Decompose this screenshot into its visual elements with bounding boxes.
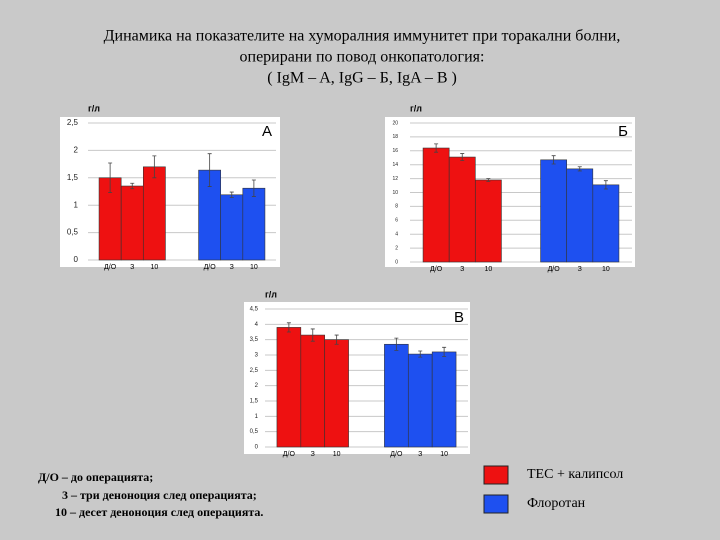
error-bar: [394, 337, 399, 351]
error-bar: [460, 153, 465, 161]
title-line: оперирани по повод онкопатология:: [240, 49, 485, 66]
x-tick-label: 10: [333, 451, 341, 458]
x-tick-label: Д/О: [390, 451, 403, 458]
title-line: Динамика на показателите на хуморалния и…: [104, 28, 621, 45]
error-bar: [434, 143, 439, 153]
error-bar: [251, 179, 256, 197]
y-tick-label: 0,5: [250, 429, 259, 435]
x-tick-label: З: [311, 451, 315, 458]
x-tick-label: Д/О: [204, 264, 217, 271]
note: 10 – десет деноноция след операцията.: [55, 505, 263, 519]
error-bar: [334, 334, 339, 345]
bar: [276, 327, 302, 448]
bar: [422, 147, 450, 263]
x-tick-label: 10: [602, 266, 610, 273]
error-bar: [286, 322, 291, 333]
y-tick-label: 4,5: [250, 307, 259, 313]
panel-letter: В: [454, 309, 464, 326]
y-tick-label: 8: [395, 204, 398, 210]
error-bar: [229, 191, 234, 198]
y-tick-label: 0: [255, 445, 259, 451]
y-tick-label: 1: [74, 200, 79, 209]
y-tick-label: 2,5: [67, 118, 79, 127]
bar: [566, 168, 594, 263]
y-tick-label: 4: [255, 322, 259, 328]
error-bar: [577, 166, 582, 172]
error-bar: [418, 350, 423, 358]
title-line: ( IgM – A, IgG – Б, IgA – B ): [267, 70, 457, 87]
legend-label: Флоротан: [527, 496, 586, 511]
x-tick-label: З: [230, 264, 234, 271]
y-tick-label: 3: [255, 353, 259, 359]
x-tick-label: 10: [484, 266, 492, 273]
y-tick-label: 0: [74, 255, 79, 264]
x-tick-label: 10: [250, 264, 258, 271]
error-bar: [108, 162, 113, 193]
y-tick-label: 16: [392, 148, 398, 154]
error-bar: [207, 153, 212, 187]
y-tick-label: 0,5: [67, 228, 79, 237]
x-tick-label: 10: [150, 264, 158, 271]
y-tick-label: 4: [395, 232, 398, 238]
y-tick-label: 2: [255, 383, 259, 389]
legend-swatch: [483, 465, 509, 485]
x-tick-label: Д/О: [283, 451, 296, 458]
x-tick-label: З: [418, 451, 422, 458]
y-tick-label: 20: [392, 120, 398, 126]
bar: [540, 159, 568, 263]
y-tick-label: 10: [392, 190, 398, 196]
error-bar: [152, 155, 157, 179]
y-axis-label: г/л: [265, 289, 277, 299]
bar: [592, 184, 620, 263]
x-tick-label: Д/О: [104, 264, 117, 271]
note: 3 – три деноноция след операцията;: [62, 488, 257, 502]
y-axis-label: г/л: [88, 103, 100, 113]
bar: [448, 156, 476, 263]
bar: [324, 339, 349, 448]
bar: [384, 343, 409, 448]
bar: [407, 353, 433, 448]
bar: [120, 185, 144, 261]
y-tick-label: 1,5: [67, 173, 79, 182]
error-bar: [130, 182, 135, 190]
x-tick-label: Д/О: [430, 266, 443, 273]
panel-letter: Б: [618, 123, 628, 140]
error-bar: [551, 155, 556, 165]
y-tick-label: 0: [395, 259, 398, 265]
legend-swatch: [483, 494, 509, 514]
bar: [431, 351, 457, 448]
y-tick-label: 2: [395, 245, 398, 251]
error-bar: [486, 178, 491, 182]
legend-label: ТЕС + калипсол: [527, 467, 623, 482]
panel-letter: А: [262, 123, 272, 140]
y-tick-label: 1,5: [250, 399, 259, 405]
bar: [220, 194, 244, 261]
y-tick-label: 12: [392, 176, 398, 182]
bar: [300, 334, 326, 448]
x-tick-label: З: [130, 264, 134, 271]
y-tick-label: 2,5: [250, 368, 259, 374]
note: Д/О – до операцията;: [38, 470, 153, 484]
y-tick-label: 6: [395, 218, 398, 224]
bar: [142, 166, 166, 261]
error-bar: [603, 180, 608, 190]
x-tick-label: З: [578, 266, 582, 273]
y-tick-label: 18: [392, 134, 398, 140]
y-tick-label: 14: [392, 162, 398, 168]
bar: [474, 179, 502, 263]
x-tick-label: З: [460, 266, 464, 273]
y-tick-label: 3,5: [250, 337, 259, 343]
y-tick-label: 2: [74, 146, 79, 155]
error-bar: [310, 328, 315, 342]
x-tick-label: Д/О: [548, 266, 561, 273]
y-axis-label: г/л: [410, 103, 422, 113]
bar: [242, 187, 266, 261]
y-tick-label: 1: [255, 414, 259, 420]
x-tick-label: 10: [440, 451, 448, 458]
error-bar: [442, 346, 447, 357]
